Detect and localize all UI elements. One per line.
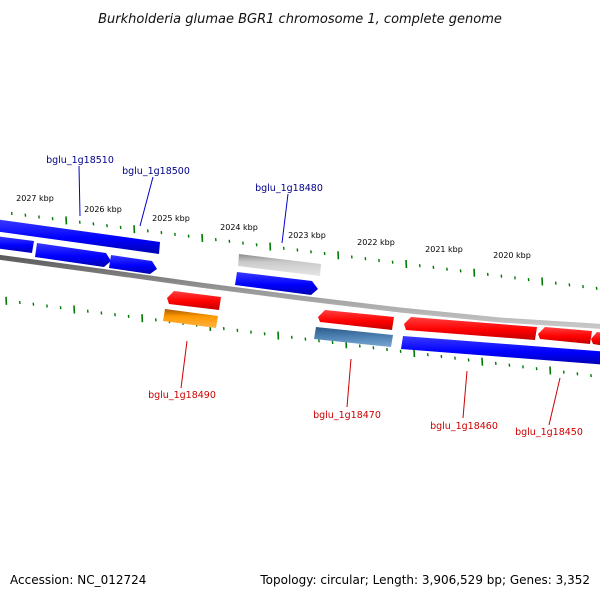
gene-arrow-bglu_1g18460[interactable] <box>404 317 537 340</box>
leader-bglu_1g18450 <box>548 377 561 426</box>
leader-bglu_1g18490 <box>180 340 188 389</box>
gene-arrow-bglu_1g18490-highlight[interactable] <box>163 309 218 328</box>
accession-text: Accession: NC_012724 <box>10 573 147 587</box>
leader-bglu_1g18510 <box>78 165 81 217</box>
tick-label: 2021 kbp <box>425 245 463 254</box>
tick-label: 2026 kbp <box>84 205 122 214</box>
gene-arrow-bglu_1g18450[interactable] <box>538 327 592 344</box>
gene-arrow-minus-edge[interactable] <box>591 332 600 346</box>
gene-arrow-bglu_1g18470[interactable] <box>318 310 394 330</box>
gene-arrow-bglu_1g18480[interactable] <box>235 272 318 295</box>
gene-label-bglu_1g18490[interactable]: bglu_1g18490 <box>148 390 216 401</box>
gene-label-bglu_1g18500[interactable]: bglu_1g18500 <box>122 166 190 177</box>
kbp-tick-labels: 2027 kbp 2026 kbp 2025 kbp 2024 kbp 2023… <box>16 194 531 260</box>
tick-label: 2023 kbp <box>288 231 326 240</box>
gene-arrow-bglu_1g18470-highlight[interactable] <box>314 327 393 347</box>
genome-summary-text: Topology: circular; Length: 3,906,529 bp… <box>260 573 590 587</box>
gene-label-bglu_1g18450[interactable]: bglu_1g18450 <box>515 427 583 438</box>
gene-arrow-bglu_1g18490[interactable] <box>167 291 221 310</box>
leader-bglu_1g18470 <box>346 358 352 408</box>
tick-label: 2024 kbp <box>220 223 258 232</box>
gene-labels: bglu_1g18510 bglu_1g18500 bglu_1g18480 b… <box>46 155 583 438</box>
gene-arrow-bglu_1g18510-outer[interactable] <box>0 219 160 254</box>
tick-label: 2022 kbp <box>357 238 395 247</box>
label-leader-lines <box>78 165 561 426</box>
gene-label-bglu_1g18510[interactable]: bglu_1g18510 <box>46 155 114 166</box>
gene-arrow-plus-outer-edge[interactable] <box>0 236 34 253</box>
leader-bglu_1g18500 <box>139 176 154 227</box>
genome-title: Burkholderia glumae BGR1 chromosome 1, c… <box>98 12 502 27</box>
tick-label: 2025 kbp <box>152 214 190 223</box>
gene-arrow-plus-mid[interactable] <box>35 243 111 267</box>
tick-label: 2027 kbp <box>16 194 54 203</box>
gene-label-bglu_1g18480[interactable]: bglu_1g18480 <box>255 183 323 194</box>
chromosome-backbone <box>0 254 600 329</box>
gene-label-bglu_1g18460[interactable]: bglu_1g18460 <box>430 421 498 432</box>
tick-label: 2020 kbp <box>493 251 531 260</box>
gene-arrow-bglu_1g18480-highlight[interactable] <box>238 254 321 276</box>
gene-arrow-bglu_1g18500[interactable] <box>109 255 157 274</box>
gene-label-bglu_1g18470[interactable]: bglu_1g18470 <box>313 410 381 421</box>
gene-arrow-plus-long[interactable] <box>401 336 600 365</box>
leader-bglu_1g18460 <box>462 370 468 419</box>
gene-features <box>0 219 600 365</box>
outer-tick-track <box>10 211 598 290</box>
leader-bglu_1g18480 <box>281 193 289 244</box>
